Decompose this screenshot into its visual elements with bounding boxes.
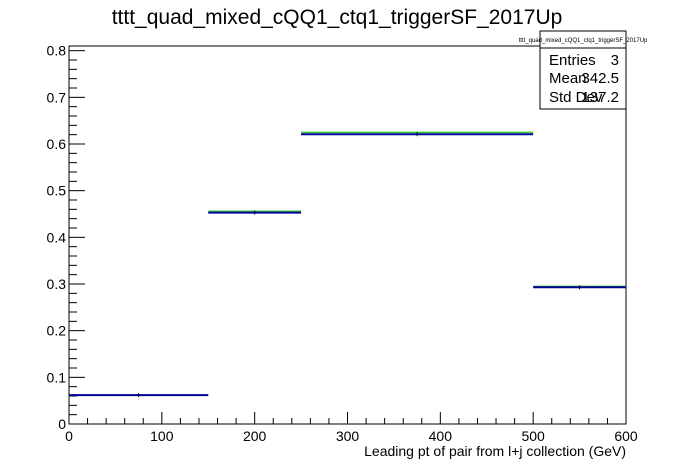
y-tick-label: 0.3 [47,276,67,292]
y-tick-label: 0.2 [47,323,67,339]
x-axis-label: Leading pt of pair from l+j collection (… [364,443,626,459]
stats-box-border [539,30,627,110]
y-axis: 0 0.1 0.2 0.3 0.4 0.5 0.6 0.7 0.8 [47,43,85,432]
y-tick-label: 0 [58,416,66,432]
x-tick-label: 400 [429,428,453,444]
stats-mean-label: Mean [549,70,587,87]
y-tick-label: 0.1 [47,369,67,385]
upper-band-series [69,131,626,396]
x-tick-label: 200 [243,428,267,444]
histogram-series [69,132,626,398]
x-tick-label: 500 [521,428,545,444]
x-tick-label: 100 [150,428,174,444]
x-tick-label: 0 [65,428,73,444]
stats-stddev-value: 137.2 [581,89,619,106]
x-tick-label: 600 [614,428,638,444]
x-tick-label: 300 [336,428,360,444]
y-tick-label: 0.5 [47,183,67,199]
y-tick-label: 0.4 [47,229,67,245]
stats-mean-value: 342.5 [581,70,619,87]
stats-stddev-label: Std Dev [549,89,603,106]
stats-box: tttt_quad_mixed_cQQ1_ctq1_triggerSF_2017… [519,30,648,110]
y-tick-label: 0.8 [47,43,67,59]
x-axis: 0 100 200 300 400 500 600 [65,412,638,444]
stats-entries-value: 3 [611,52,619,69]
stats-entries-label: Entries [549,52,596,69]
y-tick-label: 0.6 [47,136,67,152]
y-tick-label: 0.7 [47,89,67,105]
stats-box-title: tttt_quad_mixed_cQQ1_ctq1_triggerSF_2017… [519,38,648,44]
chart-title: tttt_quad_mixed_cQQ1_ctq1_triggerSF_2017… [112,6,563,29]
